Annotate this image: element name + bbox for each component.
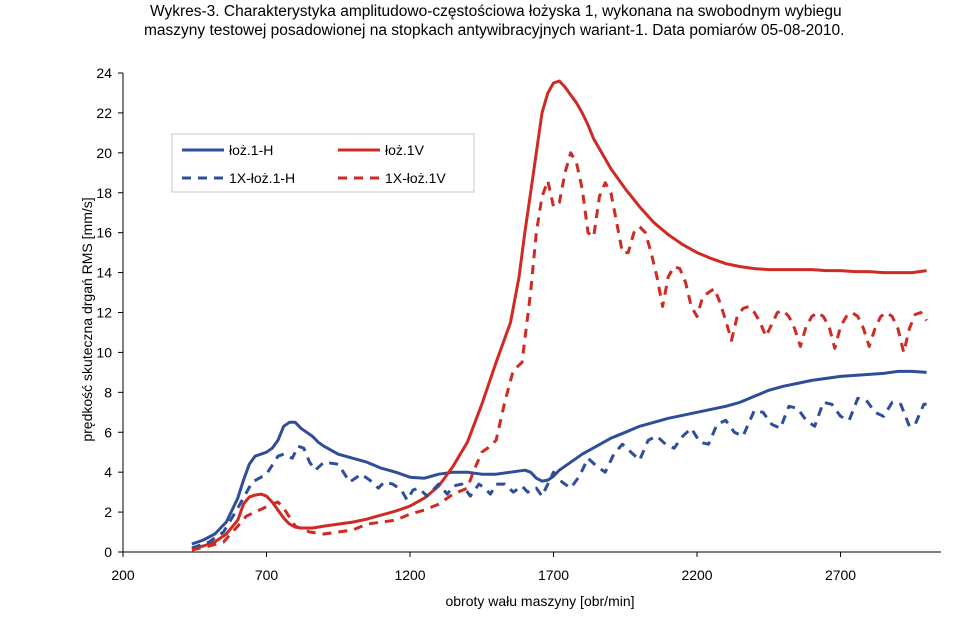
y-tick-label: 2 bbox=[104, 504, 112, 520]
series-line-1 bbox=[191, 369, 927, 546]
y-axis-label: prędkość skuteczna drgań RMS [mm/s] bbox=[79, 197, 95, 441]
legend-label-1: łoż.1-H bbox=[229, 142, 273, 158]
y-tick-label: 22 bbox=[96, 105, 112, 121]
legend-box bbox=[171, 133, 475, 193]
series-line-4 bbox=[191, 151, 928, 552]
series-line-3 bbox=[191, 396, 927, 550]
series-line-2 bbox=[191, 79, 927, 550]
y-tick-label: 0 bbox=[104, 544, 112, 560]
x-tick-label: 700 bbox=[255, 567, 279, 583]
y-tick-label: 16 bbox=[96, 225, 112, 241]
x-tick-label: 1200 bbox=[394, 567, 425, 583]
y-tick-label: 8 bbox=[104, 384, 112, 400]
legend-label-2: łoż.1V bbox=[385, 142, 425, 158]
legend-label-4: 1X-łoż.1V bbox=[385, 170, 446, 186]
y-tick-label: 6 bbox=[104, 424, 112, 440]
x-axis-label: obroty wału maszyny [obr/min] bbox=[445, 593, 634, 609]
chart-title: Wykres-3. Charakterystyka amplitudowo-cz… bbox=[144, 2, 950, 40]
y-tick-label: 24 bbox=[96, 65, 112, 81]
x-tick-label: 200 bbox=[111, 567, 135, 583]
y-tick-label: 18 bbox=[96, 185, 112, 201]
y-tick-label: 12 bbox=[96, 305, 112, 321]
chart-title-line-1: Wykres-3. Charakterystyka amplitudowo-cz… bbox=[150, 3, 842, 20]
y-tick-label: 4 bbox=[104, 464, 112, 480]
x-tick-label: 1700 bbox=[538, 567, 569, 583]
x-tick-label: 2700 bbox=[825, 567, 856, 583]
y-tick-label: 10 bbox=[96, 344, 112, 360]
chart-title-line-2: maszyny testowej posadowionej na stopkac… bbox=[144, 22, 845, 39]
legend-label-3: 1X-łoż.1-H bbox=[229, 170, 295, 186]
y-tick-label: 20 bbox=[96, 145, 112, 161]
x-tick-label: 2200 bbox=[681, 567, 712, 583]
y-tick-label: 14 bbox=[96, 265, 112, 281]
